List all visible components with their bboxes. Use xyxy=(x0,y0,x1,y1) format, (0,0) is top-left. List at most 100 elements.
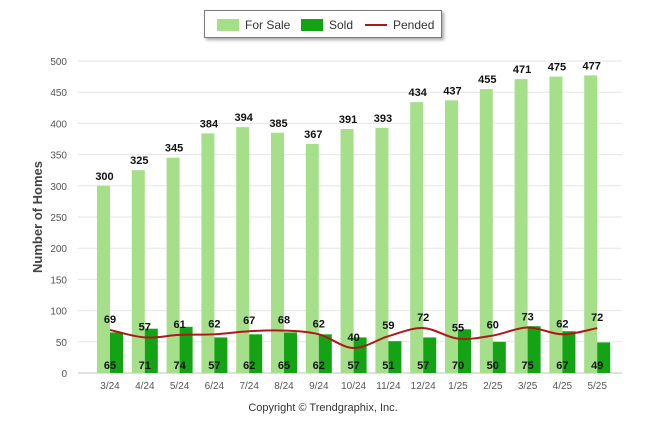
sold-bar[interactable] xyxy=(388,341,402,373)
x-tick-label: 2/25 xyxy=(483,381,503,392)
sold-bar[interactable] xyxy=(318,334,332,373)
y-tick-label: 500 xyxy=(50,57,67,68)
for-sale-value-label: 455 xyxy=(478,74,496,86)
sold-bar[interactable] xyxy=(110,332,123,373)
for-sale-bar[interactable] xyxy=(236,127,250,373)
pended-value-label: 67 xyxy=(243,315,255,327)
legend-label-for-sale: For Sale xyxy=(245,18,291,32)
sold-bar[interactable] xyxy=(527,326,541,373)
pended-value-label: 55 xyxy=(452,323,464,335)
for-sale-bar[interactable] xyxy=(131,170,145,373)
sold-value-label: 67 xyxy=(556,360,568,372)
sold-value-label: 65 xyxy=(278,360,290,372)
pended-value-label: 73 xyxy=(521,311,533,323)
x-tick-label: 7/24 xyxy=(239,381,259,392)
for-sale-bar[interactable] xyxy=(514,79,528,373)
sold-swatch xyxy=(301,19,323,31)
y-tick-label: 150 xyxy=(50,275,67,286)
for-sale-bar[interactable] xyxy=(375,127,389,373)
x-tick-label: 5/24 xyxy=(170,381,190,392)
pended-value-label: 72 xyxy=(591,312,603,324)
sold-value-label: 74 xyxy=(173,360,186,372)
for-sale-bar[interactable] xyxy=(271,132,284,373)
legend-label-pended: Pended xyxy=(393,18,435,32)
legend-item-for-sale[interactable]: For Sale xyxy=(217,18,290,32)
sold-value-label: 51 xyxy=(382,360,394,372)
for-sale-bar[interactable] xyxy=(166,157,180,373)
sold-value-label: 57 xyxy=(417,360,429,372)
data-labels: 300 325 345 384 394 385 367 391 393 434 437 455 471 4… xyxy=(95,60,603,372)
y-tick-label: 200 xyxy=(50,244,67,255)
pended-value-label: 40 xyxy=(347,332,359,344)
pended-value-label: 72 xyxy=(417,312,429,324)
for-sale-bar[interactable] xyxy=(340,129,354,373)
pended-value-label: 68 xyxy=(278,315,290,327)
for-sale-value-label: 385 xyxy=(269,118,287,130)
for-sale-value-label: 391 xyxy=(339,114,357,126)
legend-label-sold: Sold xyxy=(329,18,354,32)
pended-value-label: 60 xyxy=(487,320,499,332)
y-tick-label: 250 xyxy=(50,213,67,224)
sold-bar[interactable] xyxy=(249,334,263,373)
sold-value-label: 49 xyxy=(591,360,603,372)
sold-bar[interactable] xyxy=(458,329,471,373)
sold-bar[interactable] xyxy=(597,342,611,373)
x-axis: 3/24 4/24 5/24 6/24 7/24 8/24 9/24 10/24 11/24 12… xyxy=(100,381,607,392)
sold-value-label: 70 xyxy=(452,360,464,372)
for-sale-value-label: 437 xyxy=(443,85,461,97)
pended-value-label: 61 xyxy=(173,319,185,331)
sold-value-label: 75 xyxy=(521,360,533,372)
sold-value-label: 65 xyxy=(104,360,116,372)
sold-bar[interactable] xyxy=(144,328,158,373)
x-tick-label: 3/25 xyxy=(518,381,538,392)
legend: For Sale Sold Pended xyxy=(204,10,442,38)
pended-value-label: 62 xyxy=(208,318,220,330)
sold-bar[interactable] xyxy=(179,326,193,373)
for-sale-bar[interactable] xyxy=(201,133,215,373)
pended-value-label: 62 xyxy=(556,318,568,330)
sold-bar[interactable] xyxy=(562,331,576,373)
for-sale-bar[interactable] xyxy=(97,185,110,373)
y-axis: 0 50 100 150 200 250 300 350 400 450 500 xyxy=(50,57,67,380)
for-sale-bar[interactable] xyxy=(305,143,319,373)
sold-bar[interactable] xyxy=(492,341,506,373)
sold-value-label: 57 xyxy=(347,360,359,372)
for-sale-bar[interactable] xyxy=(410,102,424,374)
x-tick-label: 4/25 xyxy=(553,381,573,392)
pended-value-label: 69 xyxy=(104,314,116,326)
y-tick-label: 400 xyxy=(50,119,67,130)
pended-value-label: 62 xyxy=(313,318,325,330)
for-sale-value-label: 475 xyxy=(548,62,566,74)
x-tick-label: 9/24 xyxy=(309,381,329,392)
sold-value-label: 71 xyxy=(139,360,151,372)
pended-swatch xyxy=(365,24,387,26)
for-sale-bar[interactable] xyxy=(445,100,458,373)
sold-value-label: 50 xyxy=(487,360,499,372)
for-sale-bar[interactable] xyxy=(584,75,598,374)
for-sale-bar[interactable] xyxy=(479,89,493,373)
sold-bar[interactable] xyxy=(214,337,228,373)
for-sale-value-label: 393 xyxy=(374,113,392,125)
copyright-text: Copyright © Trendgraphix, Inc. xyxy=(248,402,398,414)
for-sale-bar[interactable] xyxy=(549,76,563,373)
legend-item-pended[interactable]: Pended xyxy=(365,18,434,32)
y-axis-label: Number of Homes xyxy=(30,161,45,273)
y-tick-label: 450 xyxy=(50,88,67,99)
y-tick-label: 350 xyxy=(50,151,67,162)
pended-line-path[interactable] xyxy=(109,326,598,350)
for-sale-swatch xyxy=(217,19,239,31)
sold-bar[interactable] xyxy=(284,332,297,373)
x-tick-label: 3/24 xyxy=(100,381,120,392)
for-sale-value-label: 394 xyxy=(235,112,254,124)
pended-value-label: 59 xyxy=(382,320,394,332)
for-sale-value-label: 434 xyxy=(409,87,428,99)
x-tick-label: 12/24 xyxy=(411,381,436,392)
sold-bar[interactable] xyxy=(423,337,437,373)
x-tick-label: 11/24 xyxy=(376,381,401,392)
for-sale-value-label: 477 xyxy=(583,60,601,72)
pended-line xyxy=(109,326,598,350)
for-sale-value-label: 367 xyxy=(304,129,322,141)
legend-item-sold[interactable]: Sold xyxy=(301,18,353,32)
y-tick-label: 300 xyxy=(50,182,67,193)
